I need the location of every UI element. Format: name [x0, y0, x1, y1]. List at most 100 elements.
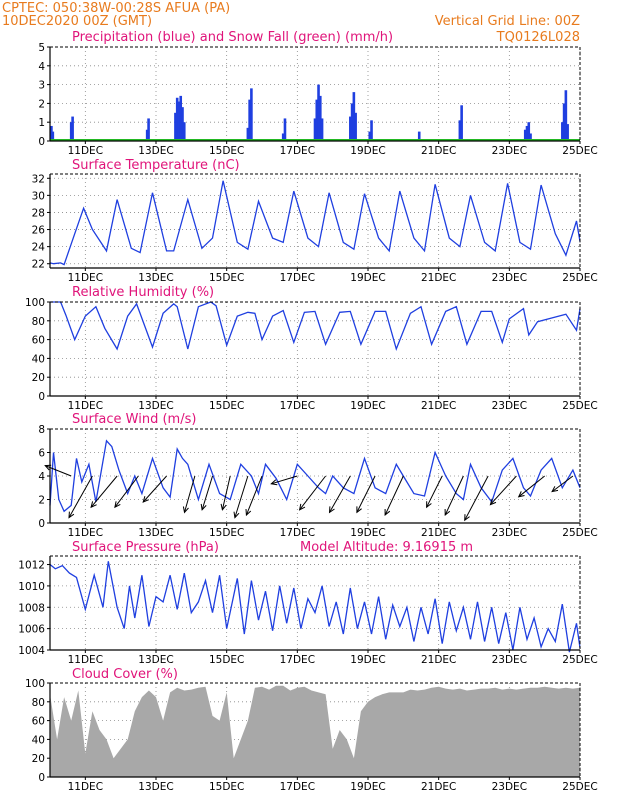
- x-tick-label: 17DEC: [280, 654, 315, 666]
- wind-vector: [201, 475, 214, 510]
- x-tick-label: 15DEC: [209, 145, 244, 157]
- panel-4: 1004 1006 1008 1010 1012 11DEC 13DEC 15DEC 17DEC…: [18, 555, 598, 666]
- x-tick-label: 15DEC: [209, 654, 244, 666]
- precip-bar: [283, 118, 287, 141]
- x-tick-label: 15DEC: [209, 272, 244, 284]
- precip-bar: [69, 122, 73, 141]
- precip-bar: [246, 127, 250, 141]
- x-tick-label: 23DEC: [492, 654, 527, 666]
- x-tick-label: 17DEC: [280, 781, 315, 793]
- precip-bar: [179, 95, 183, 141]
- y-tick-label: 24: [32, 242, 46, 254]
- wind-vector: [551, 475, 574, 493]
- x-tick-label: 13DEC: [138, 781, 173, 793]
- y-tick-label: 22: [32, 259, 45, 271]
- precip-bar: [368, 131, 372, 141]
- y-tick-label: 32: [32, 173, 45, 185]
- wind-vector: [183, 475, 196, 513]
- header-station: CPTEC: 050:38W-00:28S AFUA (PA): [2, 1, 230, 16]
- wind-arrowhead: [298, 503, 306, 511]
- x-tick-label: 23DEC: [492, 272, 527, 284]
- series-line: [49, 561, 581, 653]
- header-code: TQ0126L028: [496, 30, 580, 45]
- series-line: [49, 180, 581, 266]
- x-tick-label: 25DEC: [562, 400, 597, 412]
- x-tick-label: 25DEC: [562, 527, 597, 539]
- header-grid-note: Vertical Grid Line: 00Z: [435, 14, 580, 29]
- precip-bar: [320, 118, 324, 141]
- series-line: [50, 301, 581, 352]
- panel-5: 0 20 40 60 80 100 11DEC 13DEC 15DEC 17DEC 19DEC 21D…: [25, 678, 598, 793]
- precip-bar: [281, 133, 285, 141]
- wind-arrowhead: [220, 503, 227, 511]
- wind-arrowhead: [245, 508, 252, 517]
- precip-bar: [147, 118, 150, 141]
- wind-vector: [245, 475, 263, 516]
- y-tick-label: 28: [32, 207, 45, 219]
- x-tick-label: 21DEC: [421, 781, 456, 793]
- y-tick-label: 1012: [18, 560, 45, 572]
- panel-title-cloud: Cloud Cover (%): [72, 667, 178, 682]
- precip-bar: [525, 125, 529, 141]
- precip-bar: [315, 99, 319, 141]
- wind-vector: [426, 475, 443, 508]
- wind-arrowhead: [489, 498, 497, 506]
- x-tick-label: 23DEC: [492, 400, 527, 412]
- x-tick-label: 11DEC: [68, 527, 103, 539]
- x-tick-label: 17DEC: [280, 400, 315, 412]
- series-line: [49, 439, 581, 513]
- wind-vector: [356, 475, 376, 513]
- wind-arrowhead: [68, 511, 75, 519]
- wind-vector: [90, 475, 118, 508]
- y-tick-label: 20: [32, 753, 45, 765]
- precip-bar: [71, 116, 74, 141]
- y-tick-label: 4: [38, 61, 45, 73]
- wind-vector: [444, 475, 464, 516]
- x-tick-label: 25DEC: [562, 272, 597, 284]
- wind-arrowhead: [233, 511, 240, 519]
- x-tick-label: 19DEC: [350, 654, 385, 666]
- panel-1: 22 24 26 28 30 32 11DEC 13DEC 15DEC 17DEC 19DEC 21D…: [32, 173, 598, 284]
- wind-vector: [68, 475, 93, 518]
- precip-bar: [523, 129, 527, 141]
- x-tick-label: 23DEC: [492, 145, 527, 157]
- x-tick-label: 23DEC: [492, 527, 527, 539]
- panel-title-precip: Precipitation (blue) and Snow Fall (gree…: [72, 30, 393, 45]
- wind-vector: [384, 475, 404, 516]
- plot-area: [50, 302, 580, 396]
- wind-vector: [114, 475, 139, 508]
- y-tick-label: 5: [38, 42, 45, 54]
- wind-vector: [464, 475, 489, 521]
- x-tick-label: 23DEC: [492, 781, 527, 793]
- y-tick-label: 2: [38, 495, 45, 507]
- precip-bar: [564, 90, 568, 141]
- wind-vector: [518, 475, 545, 498]
- x-tick-label: 19DEC: [350, 781, 385, 793]
- y-tick-label: 1008: [18, 602, 45, 614]
- precip-bar: [566, 124, 569, 141]
- y-tick-label: 40: [32, 353, 45, 365]
- wind-vector: [329, 475, 351, 513]
- header-date: 10DEC2020 00Z (GMT): [2, 14, 152, 29]
- wind-arrowhead: [114, 501, 121, 509]
- wind-arrowhead: [356, 506, 362, 514]
- x-tick-label: 21DEC: [421, 654, 456, 666]
- precip-bar: [51, 131, 55, 141]
- wind-vector: [234, 475, 249, 518]
- precip-bar: [319, 95, 322, 141]
- x-tick-label: 13DEC: [138, 145, 173, 157]
- y-tick-label: 1010: [18, 581, 45, 593]
- y-tick-label: 2: [38, 98, 45, 110]
- precip-bar: [174, 112, 177, 141]
- y-tick-label: 0: [38, 772, 45, 784]
- y-tick-label: 1006: [18, 624, 45, 636]
- x-tick-label: 15DEC: [209, 781, 244, 793]
- x-tick-label: 15DEC: [209, 400, 244, 412]
- x-tick-label: 21DEC: [421, 145, 456, 157]
- panel-3: 0 2 4 6 8 11DEC 13DEC 15DEC 17DEC 19DEC 21DEC 23DEC…: [38, 424, 597, 539]
- y-tick-label: 60: [32, 716, 45, 728]
- precip-bar: [181, 107, 184, 141]
- x-tick-label: 19DEC: [350, 400, 385, 412]
- precip-bar: [313, 118, 317, 141]
- precip-bar: [177, 101, 181, 141]
